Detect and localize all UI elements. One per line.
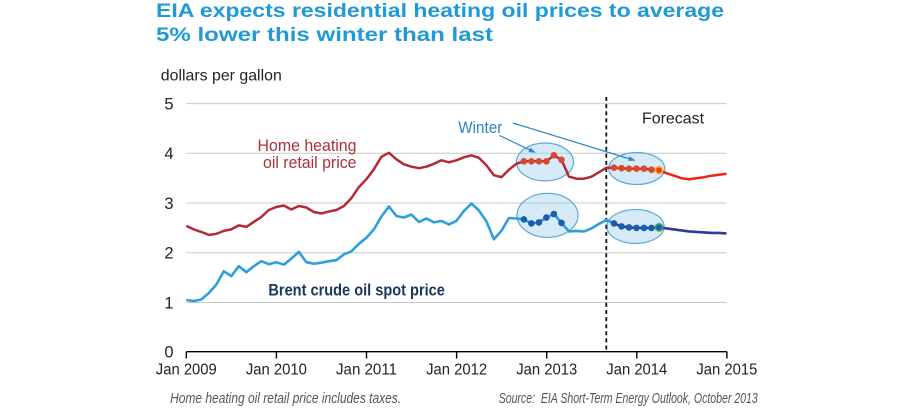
svg-text:Home heating oil retail price: Home heating oil retail price includes t…: [170, 391, 401, 407]
svg-text:5: 5: [164, 96, 173, 114]
svg-text:3: 3: [164, 195, 173, 213]
svg-text:Winter: Winter: [458, 119, 502, 137]
svg-text:Jan 2010: Jan 2010: [246, 362, 307, 379]
svg-text:Jan 2009: Jan 2009: [156, 362, 217, 379]
svg-text:Jan 2012: Jan 2012: [426, 362, 487, 379]
svg-text:Jan 2015: Jan 2015: [696, 362, 757, 379]
svg-text:2: 2: [164, 245, 173, 263]
svg-text:Jan 2013: Jan 2013: [516, 362, 577, 379]
svg-text:Forecast: Forecast: [642, 111, 705, 128]
svg-text:Home heating: Home heating: [258, 137, 357, 155]
svg-text:4: 4: [164, 145, 173, 163]
svg-text:5% lower this winter than last: 5% lower this winter than last: [156, 25, 494, 46]
svg-text:Jan 2014: Jan 2014: [606, 362, 667, 379]
svg-text:oil retail price: oil retail price: [263, 154, 357, 172]
svg-text:0: 0: [164, 343, 173, 361]
svg-text:1: 1: [164, 294, 173, 312]
svg-text:Source: EIA Short-Term Energy: Source: EIA Short-Term Energy Outlook, O…: [499, 391, 759, 407]
svg-text:Jan 2011: Jan 2011: [336, 362, 397, 379]
svg-text:dollars per gallon: dollars per gallon: [161, 67, 282, 84]
svg-text:Brent crude oil spot price: Brent crude oil spot price: [268, 282, 445, 300]
svg-text:EIA expects residential heatin: EIA expects residential heating oil pric…: [156, 1, 724, 22]
